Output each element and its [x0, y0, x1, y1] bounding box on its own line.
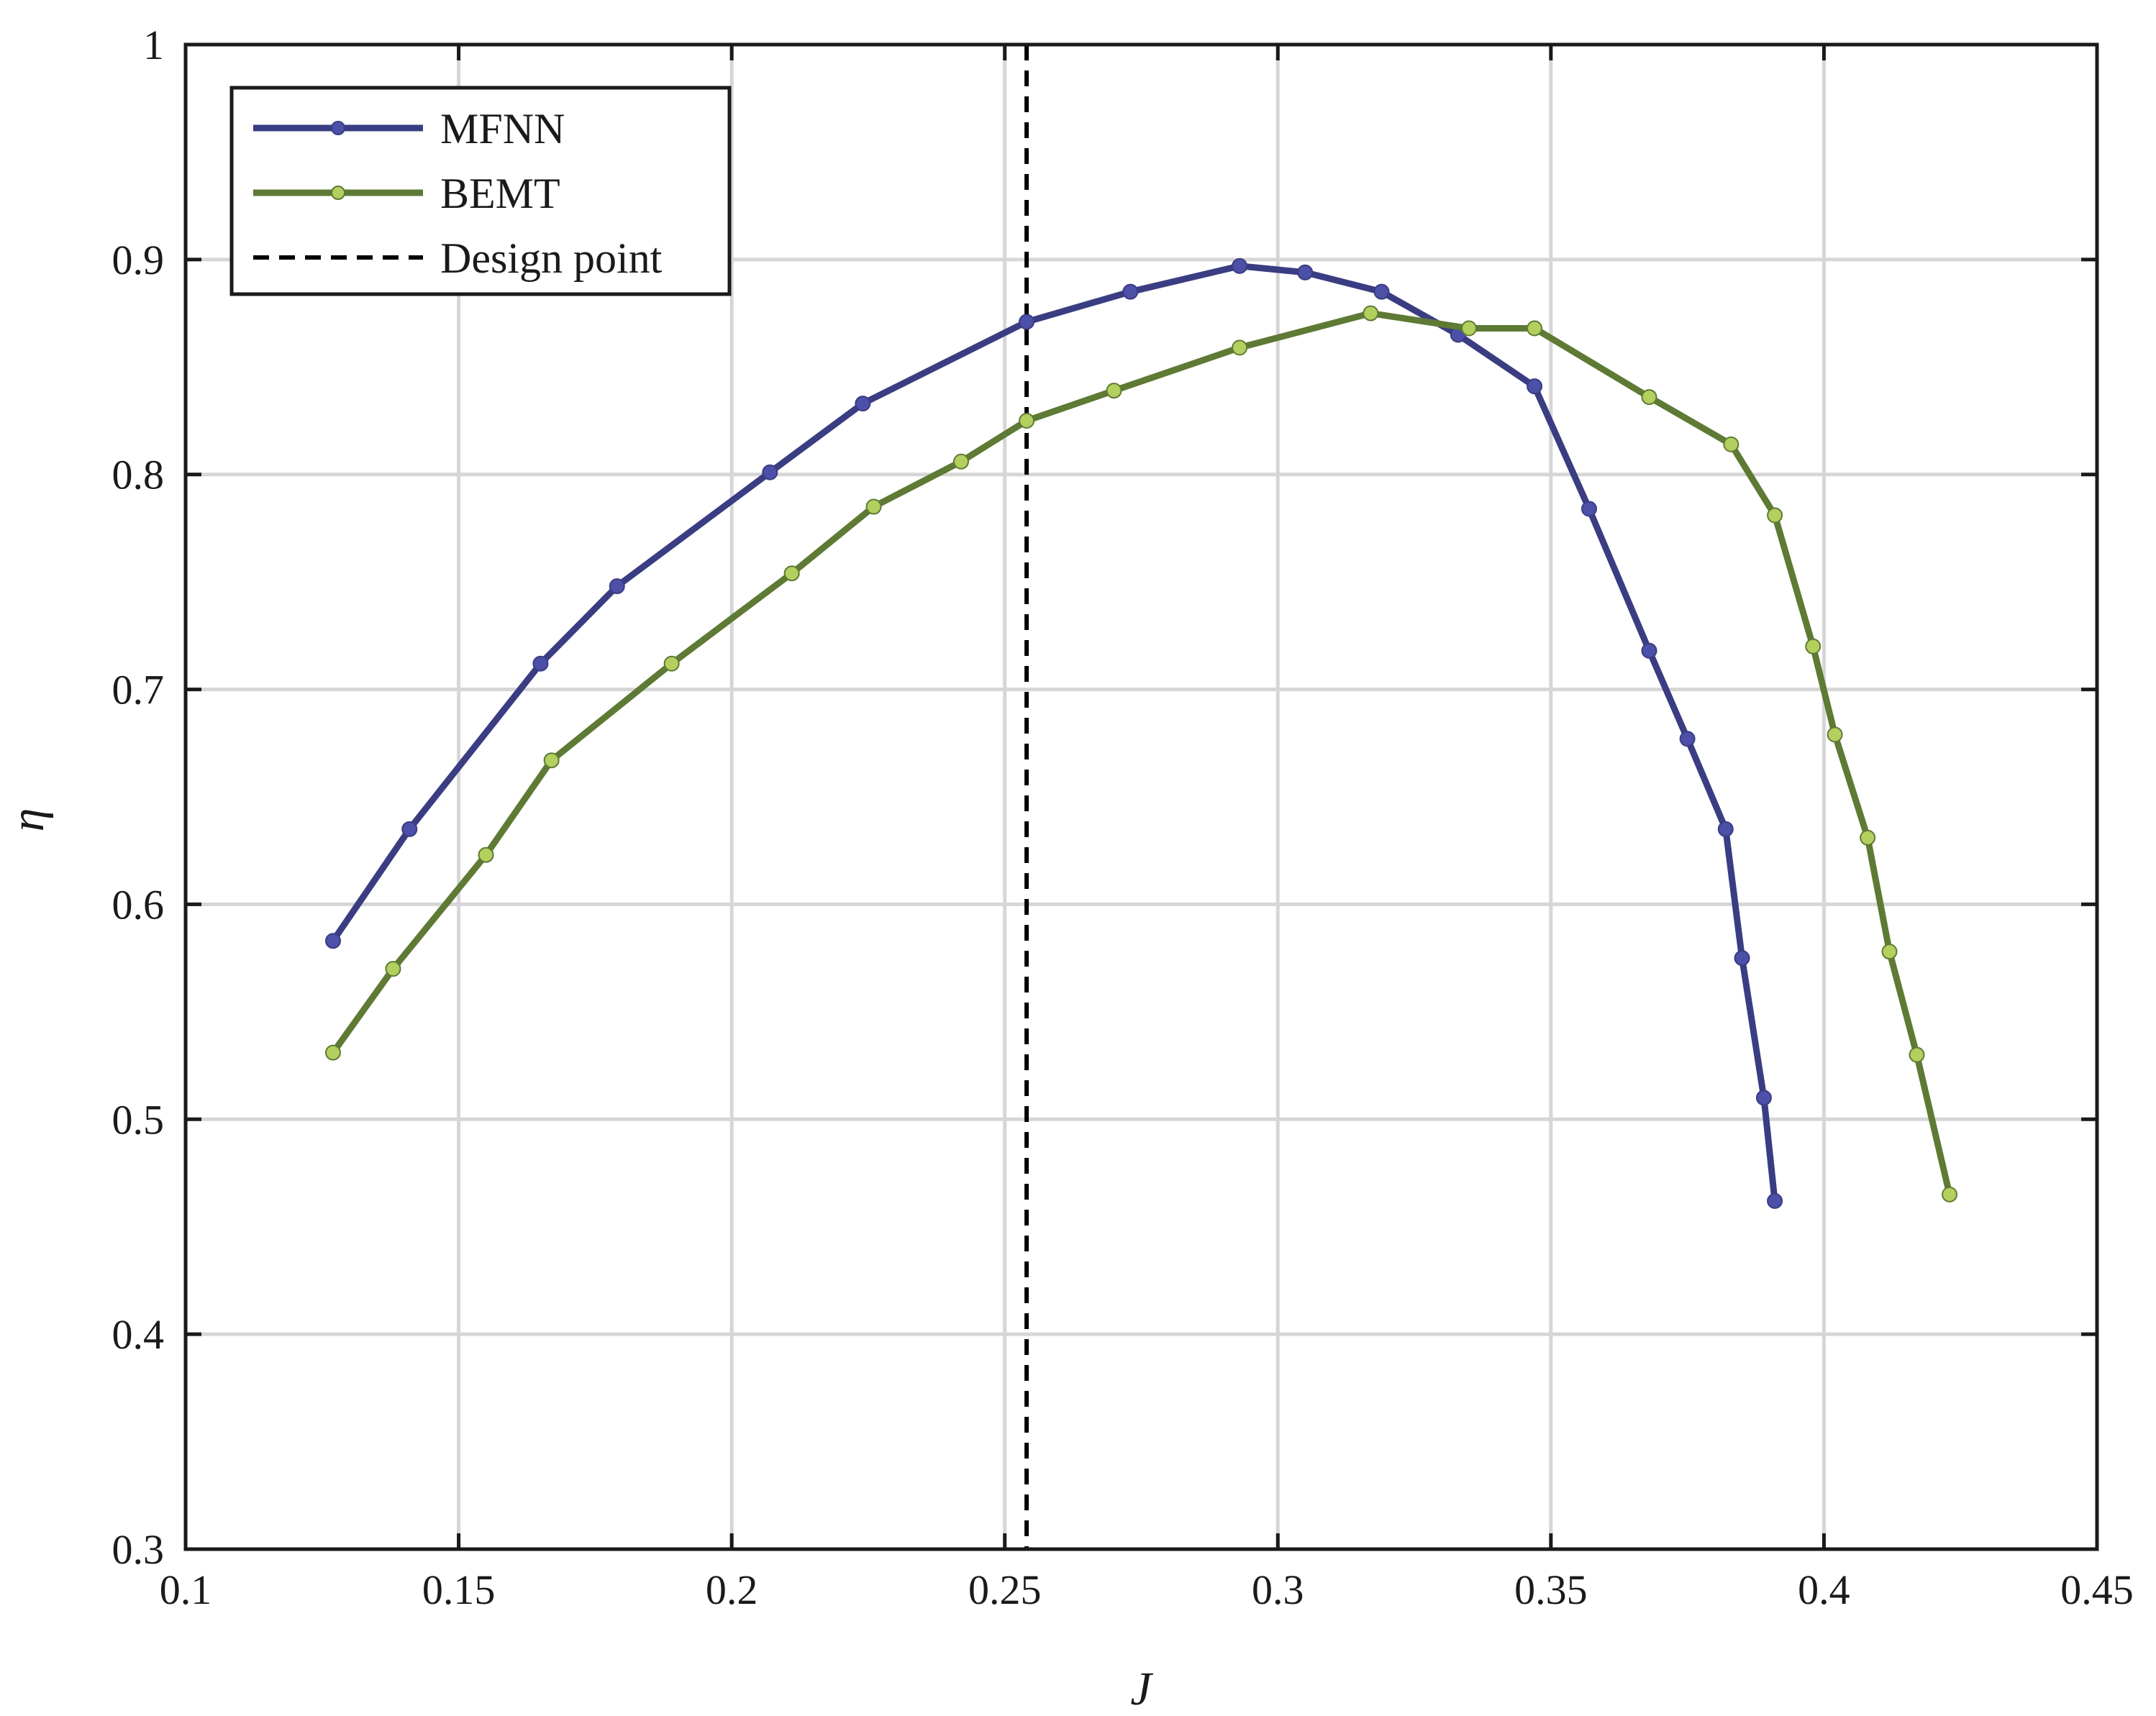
data-point-mfnn [855, 396, 871, 412]
data-point-bemt [478, 846, 494, 863]
data-point-bemt [1363, 305, 1379, 321]
series-line-bemt [329, 310, 1953, 1198]
series-line-mfnn [329, 263, 1778, 1205]
data-point-bemt [543, 752, 560, 769]
legend-label-design-point: Design point [440, 234, 663, 282]
data-point-bemt [1460, 320, 1477, 337]
data-point-mfnn [1755, 1090, 1772, 1106]
data-point-bemt [1860, 829, 1876, 846]
series-layer [324, 257, 1958, 1209]
data-point-mfnn [1580, 501, 1597, 517]
legend-item-design-point: Design point [253, 234, 663, 282]
x-tick-label: 0.45 [2060, 1566, 2134, 1613]
data-point-bemt [1232, 339, 1248, 356]
data-point-mfnn [1641, 642, 1657, 659]
y-tick-label: 0.4 [112, 1311, 165, 1358]
data-point-bemt [1827, 726, 1843, 743]
data-point-bemt [1527, 320, 1543, 337]
x-axis-title: J [1130, 1663, 1153, 1715]
data-point-mfnn [1767, 1192, 1783, 1209]
y-tick-label: 0.7 [112, 667, 165, 713]
axes-frame [183, 42, 2099, 1551]
x-tick-label: 0.15 [422, 1566, 496, 1613]
y-tick-label: 0.8 [112, 452, 165, 498]
tick-labels: 0.1 0.15 0.2 0.25 0.3 0.35 0.4 0.45 0.3 0.4 0.5 0.6… [112, 22, 2134, 1613]
data-point-mfnn [1734, 950, 1750, 967]
data-point-mfnn [1232, 257, 1248, 274]
data-point-mfnn [1679, 731, 1696, 747]
data-point-bemt [324, 1044, 341, 1061]
data-point-mfnn [1527, 378, 1543, 395]
data-point-bemt [1019, 413, 1035, 429]
data-point-mfnn [324, 933, 341, 949]
data-point-bemt [1805, 638, 1821, 654]
x-tick-label: 0.2 [706, 1566, 758, 1613]
data-point-mfnn [1297, 264, 1314, 280]
data-point-mfnn [609, 578, 625, 595]
x-tick-label: 0.1 [160, 1566, 212, 1613]
legend-marker-mfnn [331, 121, 345, 135]
y-tick-label: 0.6 [112, 881, 165, 928]
data-point-mfnn [762, 464, 778, 480]
legend-item-bemt: BEMT [253, 170, 560, 217]
y-tick-label: 1 [143, 22, 164, 68]
y-tick-label: 0.9 [112, 237, 165, 283]
legend-label-bemt: BEMT [440, 170, 560, 217]
data-point-bemt [783, 565, 800, 582]
data-point-mfnn [532, 655, 549, 672]
data-point-bemt [1641, 389, 1657, 406]
x-tick-label: 0.35 [1514, 1566, 1588, 1613]
x-tick-label: 0.4 [1798, 1566, 1850, 1613]
data-point-mfnn [1019, 314, 1035, 330]
legend: MFNN BEMT Design point [229, 86, 732, 296]
x-tick-label: 0.3 [1252, 1566, 1304, 1613]
y-tick-label: 0.5 [112, 1096, 165, 1143]
data-point-bemt [663, 655, 680, 672]
data-point-bemt [1106, 383, 1122, 399]
x-tick-label: 0.25 [968, 1566, 1042, 1613]
y-axis-title: η [1, 808, 54, 832]
data-point-bemt [1909, 1046, 1925, 1063]
data-point-bemt [1767, 507, 1783, 524]
data-point-mfnn [401, 821, 418, 837]
data-point-bemt [1942, 1186, 1958, 1202]
data-point-bemt [1881, 944, 1898, 960]
legend-label-mfnn: MFNN [440, 105, 565, 152]
data-point-mfnn [1717, 821, 1734, 837]
data-point-bemt [1723, 436, 1739, 452]
plot-border [183, 42, 2099, 1551]
y-tick-label: 0.3 [112, 1526, 165, 1573]
data-point-mfnn [1373, 283, 1390, 300]
data-point-bemt [952, 453, 969, 470]
data-point-bemt [865, 498, 882, 515]
data-point-bemt [385, 961, 401, 977]
legend-marker-bemt [331, 186, 345, 200]
data-point-mfnn [1122, 283, 1139, 300]
legend-item-mfnn: MFNN [253, 105, 565, 152]
